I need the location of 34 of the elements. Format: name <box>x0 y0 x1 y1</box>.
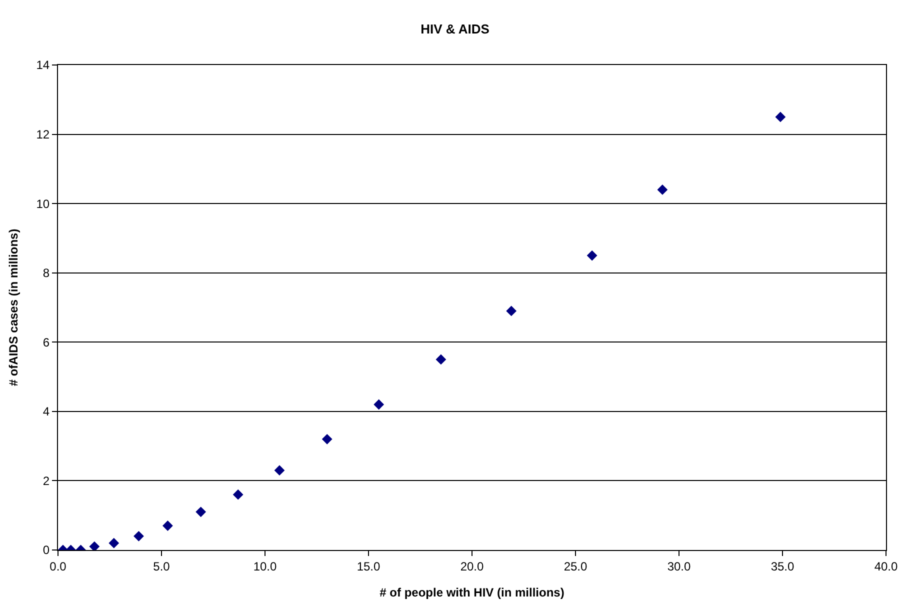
y-tick-label: 10 <box>36 196 50 211</box>
y-tick-label: 14 <box>36 58 50 72</box>
point <box>89 541 100 550</box>
point <box>322 434 332 444</box>
x-tick-label: 40.0 <box>874 559 898 574</box>
point <box>108 538 120 548</box>
y-tick-label: 6 <box>42 335 50 350</box>
point <box>196 506 206 518</box>
x-tick-label: 10.0 <box>253 559 277 574</box>
point <box>162 520 173 531</box>
point <box>586 250 598 261</box>
point <box>232 489 244 500</box>
point <box>134 530 144 542</box>
x-axis-title: # of people with HIV (in millions) <box>380 585 564 600</box>
y-tick-label: 2 <box>42 474 50 488</box>
x-tick-label: 15.0 <box>356 559 380 574</box>
x-tick-label: 0.0 <box>50 559 67 574</box>
point <box>775 112 786 122</box>
x-tick-label: 25.0 <box>564 559 588 574</box>
y-tick-label: 4 <box>42 404 50 419</box>
point <box>506 306 517 316</box>
point <box>374 399 384 410</box>
x-tick-label: 5.0 <box>153 559 170 574</box>
x-tick-label: 30.0 <box>667 559 691 574</box>
point <box>657 184 668 195</box>
y-tick-label: 12 <box>36 127 50 142</box>
point <box>274 465 285 476</box>
y-tick-label: 0 <box>42 543 50 558</box>
chart-title: HIV & AIDS <box>420 21 490 36</box>
x-tick-label: 20.0 <box>460 559 484 574</box>
y-axis-title: # ofAIDS cases (in millions) <box>6 228 21 386</box>
y-tick-label: 8 <box>42 266 50 280</box>
x-tick-label: 35.0 <box>770 559 794 574</box>
point <box>436 354 446 365</box>
